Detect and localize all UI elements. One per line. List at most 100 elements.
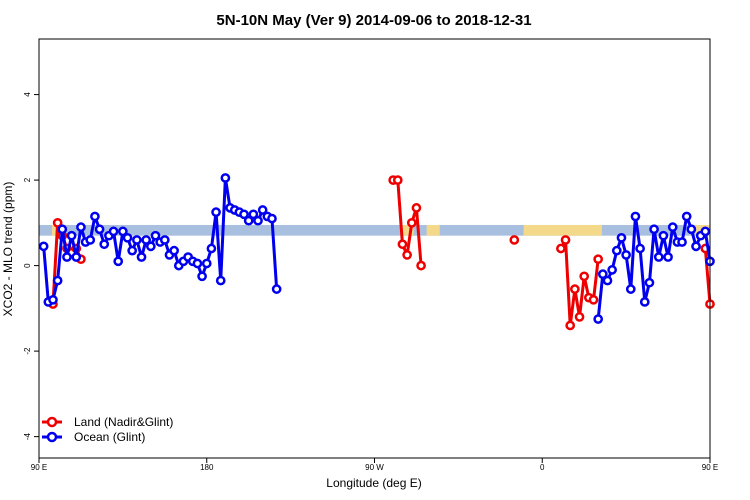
data-point xyxy=(611,245,622,256)
ocean-band xyxy=(39,224,710,236)
series-layer xyxy=(38,173,715,331)
data-point xyxy=(118,226,128,237)
y-tick-label: 2 xyxy=(23,177,32,182)
data-point xyxy=(392,175,403,185)
data-point xyxy=(52,217,63,228)
data-point xyxy=(593,314,604,324)
legend-label-land: Land (Nadir&Glint) xyxy=(74,415,173,429)
legend: Land (Nadir&Glint) Ocean (Glint) xyxy=(42,415,173,444)
data-point xyxy=(145,241,156,252)
y-tick-label: 4 xyxy=(23,92,32,97)
data-point xyxy=(243,215,254,226)
y-tick-label: 0 xyxy=(23,263,32,268)
data-point xyxy=(169,245,179,256)
data-point xyxy=(625,284,636,294)
data-point xyxy=(211,207,221,218)
x-tick-label: 90 W xyxy=(365,463,384,472)
data-point xyxy=(113,256,124,267)
data-point xyxy=(579,271,590,282)
data-point xyxy=(192,258,203,269)
data-point xyxy=(66,230,77,241)
data-point xyxy=(127,245,138,256)
x-axis: 90 E 180 90 W 0 90 E xyxy=(31,458,718,472)
land-band-span xyxy=(52,224,58,236)
x-tick-label: 90 E xyxy=(31,463,47,472)
data-point xyxy=(602,275,613,286)
x-tick-label: 0 xyxy=(540,463,545,472)
data-point xyxy=(159,235,170,245)
data-point xyxy=(686,224,697,235)
data-point xyxy=(197,271,207,282)
x-tick-label: 90 E xyxy=(702,463,718,472)
series-line xyxy=(703,248,712,305)
data-point xyxy=(267,213,277,224)
data-point xyxy=(411,203,422,213)
land-band-span xyxy=(426,224,440,236)
data-point xyxy=(253,215,263,226)
data-point xyxy=(206,243,217,254)
data-point xyxy=(649,224,659,235)
data-point xyxy=(653,252,664,262)
data-point xyxy=(71,252,82,262)
surface-band xyxy=(39,224,710,236)
y-axis-label: XCO2 - MLO trend (ppm) xyxy=(1,182,15,317)
data-point xyxy=(597,269,608,280)
data-point xyxy=(150,230,161,241)
data-point xyxy=(271,284,282,294)
data-point xyxy=(691,241,701,252)
data-point xyxy=(509,235,520,245)
data-point xyxy=(663,252,673,262)
data-point xyxy=(667,222,678,232)
data-point xyxy=(257,205,268,215)
data-point xyxy=(574,312,585,322)
legend-marker-land xyxy=(46,416,58,428)
data-point xyxy=(635,243,645,254)
data-point xyxy=(402,250,412,260)
data-point xyxy=(57,224,68,235)
data-point xyxy=(406,217,417,228)
data-point xyxy=(132,235,142,245)
data-point xyxy=(108,226,119,237)
data-point xyxy=(48,294,58,305)
data-point xyxy=(397,239,408,250)
data-point xyxy=(99,239,110,250)
data-point xyxy=(416,260,426,271)
land-band-span xyxy=(402,224,414,236)
data-point xyxy=(141,235,152,245)
data-point xyxy=(52,275,63,286)
data-point xyxy=(560,235,571,245)
data-point xyxy=(136,252,147,262)
data-point xyxy=(677,237,687,247)
y-axis: -4 -2 0 2 4 xyxy=(23,92,39,440)
data-point xyxy=(639,297,650,307)
data-point xyxy=(248,209,259,220)
x-axis-label: Longitude (deg E) xyxy=(326,476,421,490)
data-point xyxy=(570,284,580,294)
chart-title: 5N-10N May (Ver 9) 2014-09-06 to 2018-12… xyxy=(216,12,531,29)
legend-marker-ocean xyxy=(46,431,58,443)
legend-label-ocean: Ocean (Glint) xyxy=(74,430,145,444)
series-ocean xyxy=(38,173,715,324)
data-point xyxy=(239,209,249,220)
data-point xyxy=(644,277,655,288)
data-point xyxy=(700,226,711,237)
data-point xyxy=(76,222,86,232)
data-point xyxy=(616,232,627,243)
data-point xyxy=(621,250,631,260)
data-point xyxy=(38,241,49,252)
y-tick-label: -4 xyxy=(23,433,32,441)
data-point xyxy=(122,232,133,243)
data-point xyxy=(565,320,576,331)
y-tick-label: -2 xyxy=(23,347,32,355)
data-point xyxy=(215,275,226,286)
data-point xyxy=(658,230,669,241)
data-point xyxy=(201,258,212,269)
data-point xyxy=(630,211,641,222)
data-point xyxy=(588,294,599,305)
x-tick-label: 180 xyxy=(200,463,214,472)
data-point xyxy=(62,252,72,262)
data-point xyxy=(94,224,105,235)
land-band-span xyxy=(523,224,602,236)
data-point xyxy=(681,211,692,222)
